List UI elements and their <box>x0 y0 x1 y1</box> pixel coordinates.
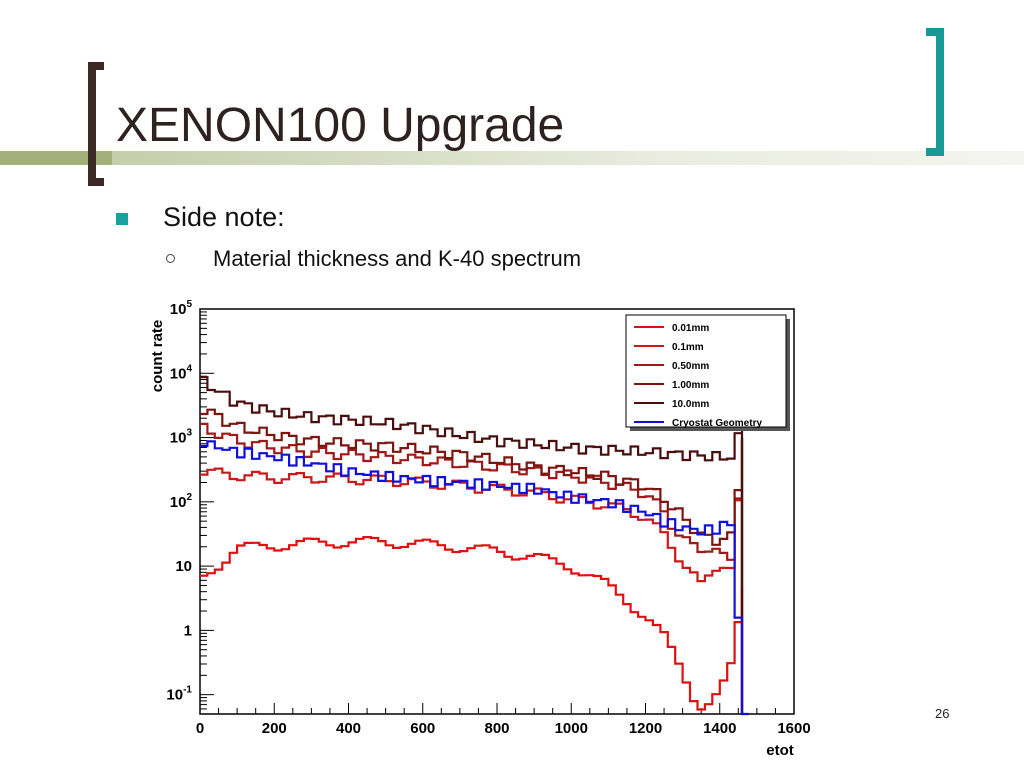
slide-title: XENON100 Upgrade <box>116 99 565 152</box>
x-axis-label: etot <box>766 742 794 759</box>
spectrum-chart: 0 200 400 600 800 1000 1200 1400 1600 10-1 1 10 102… <box>140 296 830 764</box>
title-underline-band <box>0 151 1024 165</box>
legend-label: 0.1mm <box>672 342 704 353</box>
legend-label: Cryostat Geometry <box>672 418 762 429</box>
series-line-0-01mm <box>200 536 744 714</box>
right-bracket-decoration <box>926 28 944 156</box>
square-bullet-icon <box>116 213 128 225</box>
y-tick-label: 102 <box>170 492 193 511</box>
band-left-segment <box>0 151 112 165</box>
x-tick-label: 1400 <box>703 720 736 737</box>
series-line-0-1mm <box>200 437 744 714</box>
band-right-segment <box>112 151 1024 165</box>
x-tick-label: 0 <box>196 720 204 737</box>
bullet-level2-text: Material thickness and K-40 spectrum <box>213 246 582 271</box>
hollow-circle-bullet-icon <box>166 254 175 263</box>
x-tick-labels: 0 200 400 600 800 1000 1200 1400 1600 <box>196 720 811 737</box>
y-axis-label: count rate <box>149 320 166 393</box>
legend: 0.01mm 0.1mm 0.50mm 1.00mm 10.0mm Cryostat Ge… <box>634 323 762 429</box>
legend-label: 10.0mm <box>672 399 709 410</box>
x-tick-label: 1200 <box>629 720 662 737</box>
series-line-cryostat-geometry <box>200 440 749 716</box>
y-tick-labels: 10-1 1 10 102 103 104 105 <box>166 299 192 704</box>
y-tick-label: 104 <box>170 363 193 382</box>
series-line-1-00mm <box>200 408 744 714</box>
chart-svg: 0 200 400 600 800 1000 1200 1400 1600 10-1 1 10 102… <box>149 299 811 759</box>
y-tick-label: 1 <box>184 622 192 639</box>
x-tick-label: 1000 <box>555 720 588 737</box>
left-bracket-decoration <box>88 62 104 186</box>
legend-label: 1.00mm <box>672 380 709 391</box>
axis-ticks <box>199 308 795 715</box>
page-number: 26 <box>935 706 950 721</box>
bullet-level1-text: Side note: <box>163 202 285 232</box>
x-tick-label: 800 <box>484 720 509 737</box>
x-tick-label: 200 <box>262 720 287 737</box>
x-tick-label: 400 <box>336 720 361 737</box>
y-tick-label: 105 <box>170 299 193 318</box>
y-tick-label: 103 <box>170 428 193 447</box>
legend-box <box>625 314 787 428</box>
legend-label: 0.01mm <box>672 323 709 334</box>
y-tick-label: 10-1 <box>166 685 192 704</box>
y-tick-label: 10 <box>175 558 192 575</box>
legend-label: 0.50mm <box>672 361 709 372</box>
series-line-10-0mm <box>200 376 744 714</box>
series-layer <box>200 376 749 716</box>
x-tick-label: 1600 <box>777 720 810 737</box>
x-tick-label: 600 <box>410 720 435 737</box>
